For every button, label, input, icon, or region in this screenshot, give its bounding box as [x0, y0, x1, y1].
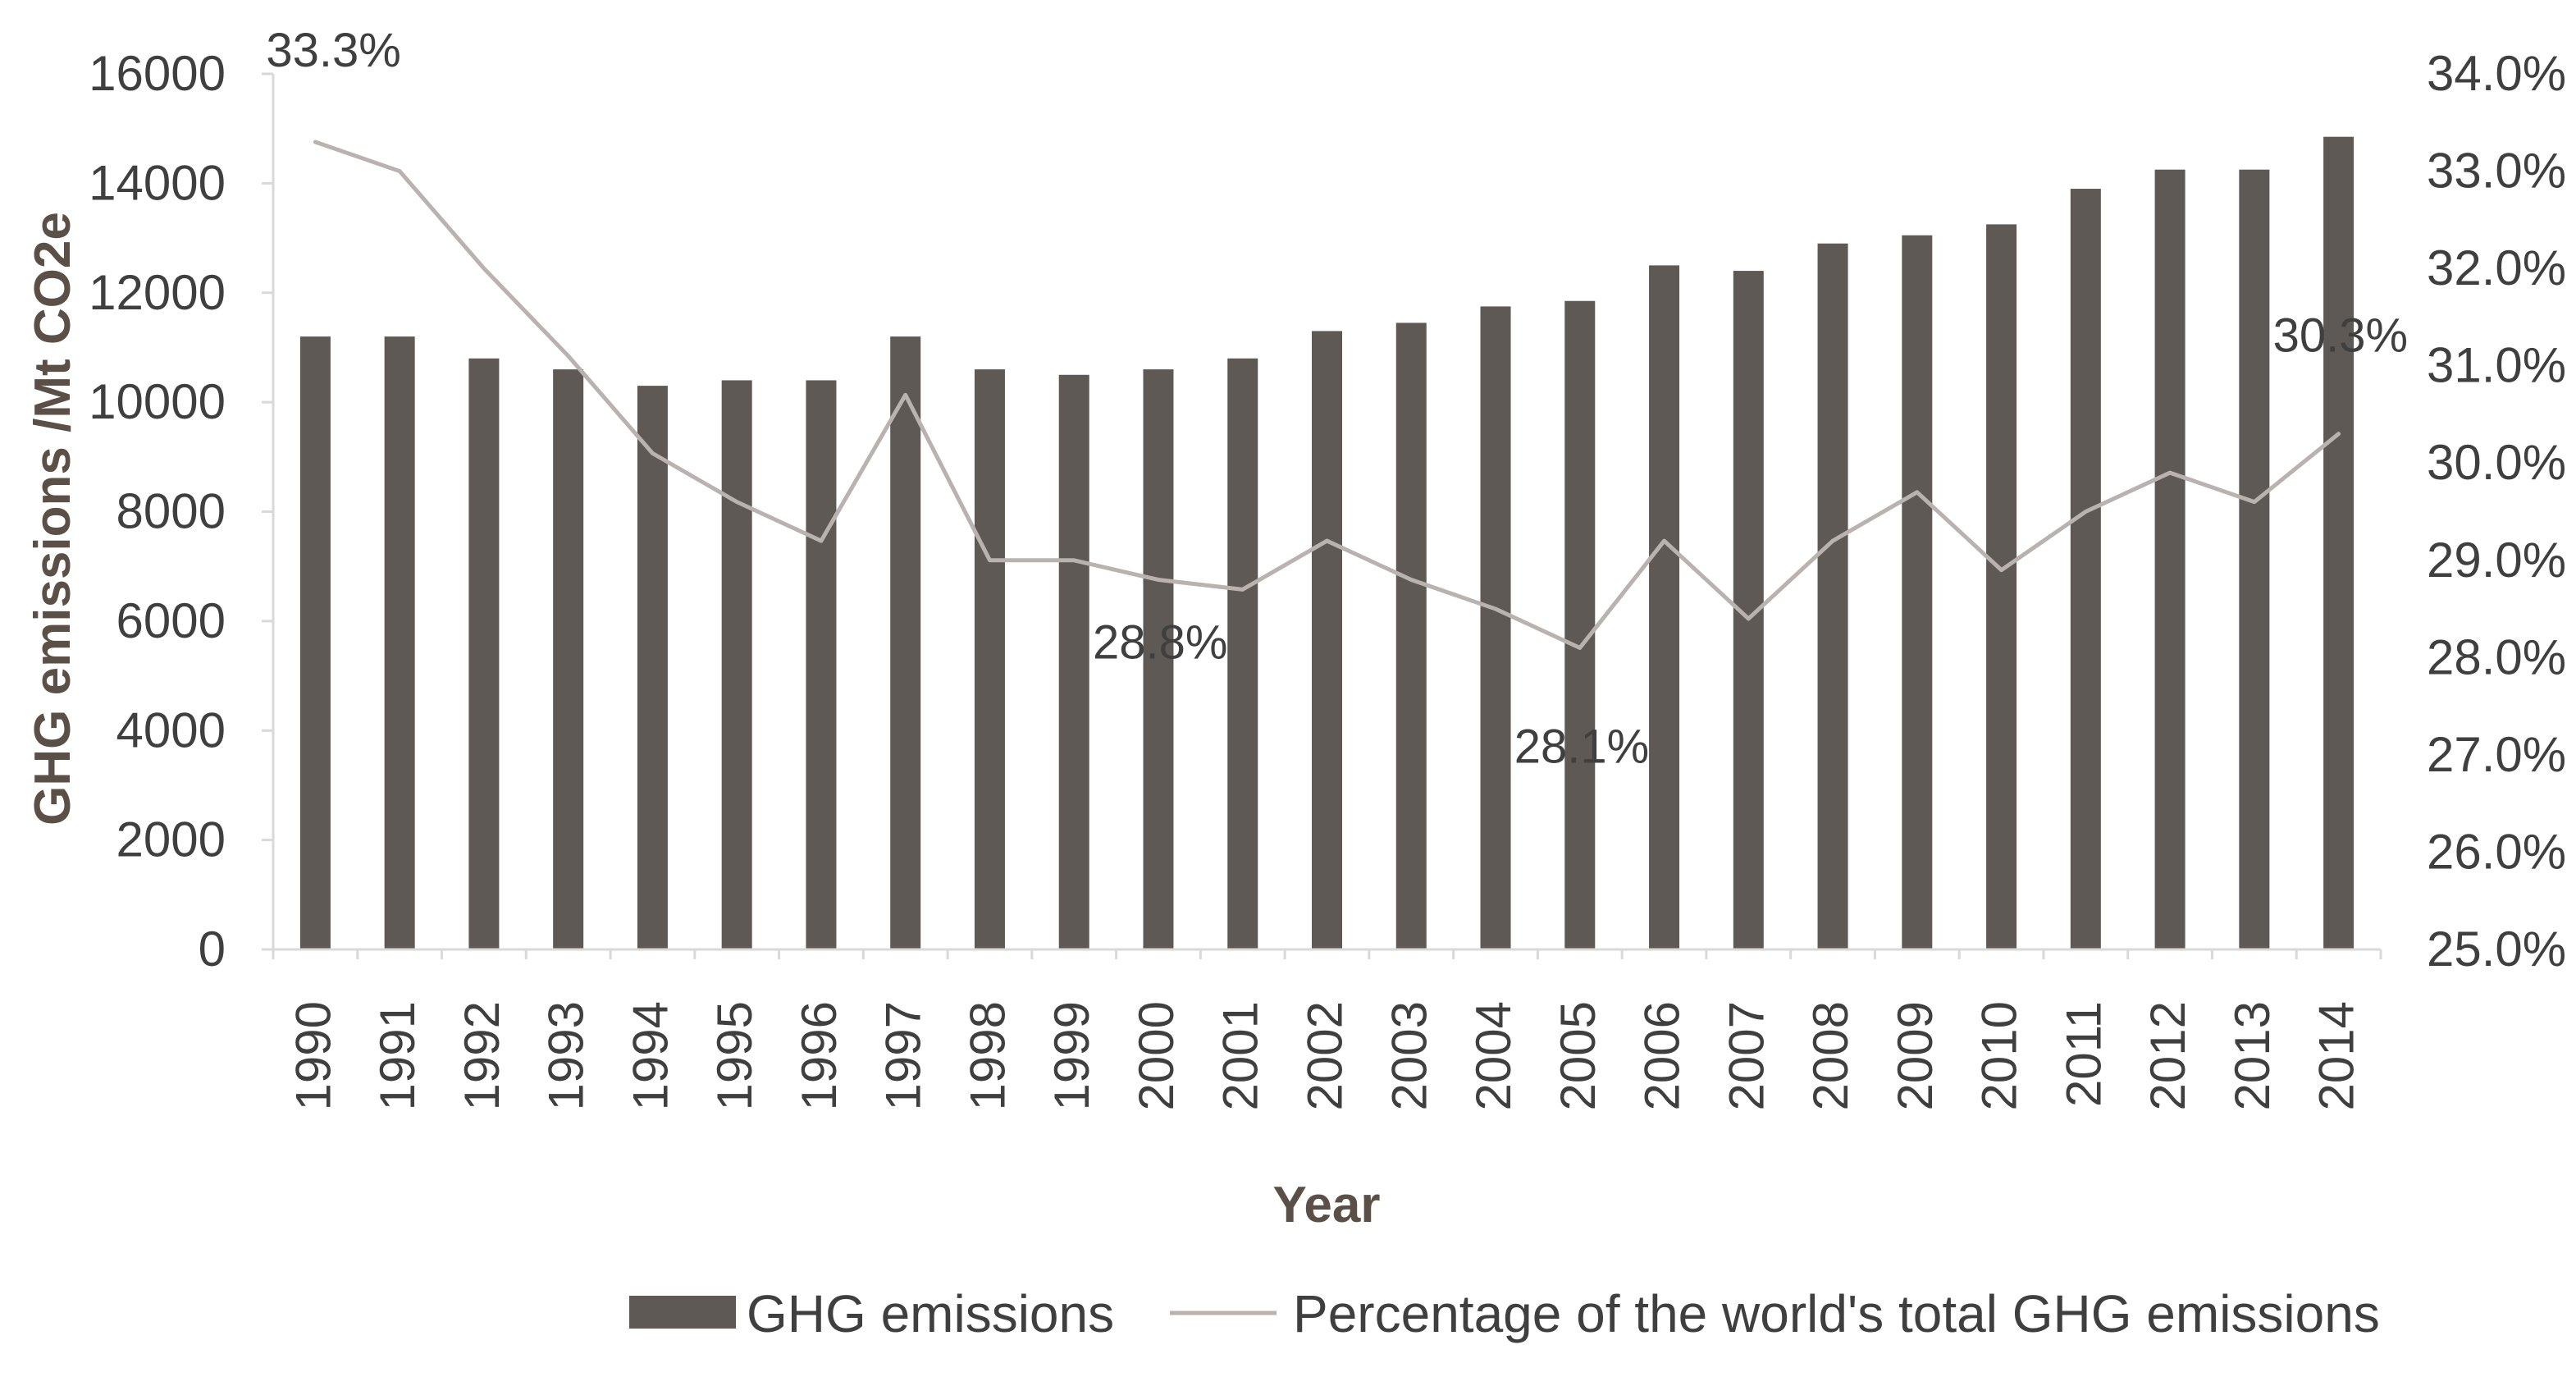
bar-2001 [1227, 358, 1258, 949]
bar-1990 [299, 336, 331, 950]
bar-1991 [384, 336, 415, 950]
x-tick-label: 1992 [454, 1001, 509, 1110]
axes-layer: 0 2000 4000 6000 8000 10000 12000 14000 16000 25.… [25, 46, 2566, 1233]
x-tick-label: 1996 [792, 1001, 847, 1110]
x-tick-label: 2008 [1803, 1001, 1858, 1110]
y-tick-label: 4000 [116, 702, 226, 757]
x-tick-label: 2011 [2056, 1001, 2111, 1107]
x-tick-label: 2013 [2225, 1001, 2280, 1110]
bar-2000 [1143, 369, 1174, 949]
bar-2010 [1986, 224, 2017, 949]
y-tick-label: 0 [199, 922, 226, 977]
legend-bar-swatch [629, 1296, 736, 1329]
labels-layer: 33.3% 28.8% 28.1% 30.3% [266, 24, 2408, 773]
y-tick-label: 8000 [116, 484, 226, 539]
y2-tick-label: 28.0% [2427, 629, 2566, 684]
x-tick-label: 1993 [539, 1001, 594, 1110]
x-tick-label: 1990 [285, 1001, 340, 1110]
x-tick-label: 1999 [1044, 1001, 1099, 1110]
data-label-28.8%: 28.8% [1093, 615, 1227, 669]
bar-2011 [2070, 189, 2101, 949]
x-tick-label: 2006 [1635, 1001, 1690, 1110]
x-tick-label: 1998 [960, 1001, 1015, 1110]
x-tick-label: 2002 [1298, 1001, 1353, 1110]
data-label-28.1%: 28.1% [1514, 720, 1649, 773]
x-tick-label: 1991 [370, 1001, 425, 1110]
bar-2002 [1312, 331, 1342, 949]
y2-tick-label: 31.0% [2427, 338, 2566, 393]
y2-tick-label: 34.0% [2427, 46, 2566, 101]
y-tick-label: 10000 [89, 374, 226, 429]
data-label-33.3%: 33.3% [266, 24, 400, 77]
x-tick-label: 2009 [1888, 1001, 1943, 1110]
bar-2013 [2239, 169, 2270, 949]
bar-1996 [806, 380, 837, 949]
y-tick-label: 6000 [116, 593, 226, 648]
bar-2014 [2323, 136, 2354, 950]
x-tick-label: 2004 [1466, 1001, 1521, 1110]
y-tick-label: 16000 [89, 46, 226, 101]
bar-1998 [974, 369, 1005, 949]
y2-tick-label: 32.0% [2427, 240, 2566, 295]
x-tick-label: 2012 [2140, 1001, 2195, 1110]
bar-1992 [468, 358, 500, 949]
x-tick-label: 2014 [2309, 1001, 2364, 1110]
y2-tick-label: 33.0% [2427, 144, 2566, 199]
x-axis-title: Year [1272, 1177, 1380, 1233]
bar-2004 [1480, 306, 1511, 949]
x-tick-label: 2003 [1382, 1001, 1436, 1110]
x-tick-label: 2007 [1719, 1001, 1774, 1110]
bar-2012 [2154, 169, 2185, 949]
y-tick-label: 12000 [89, 265, 226, 320]
x-tick-label: 2010 [1972, 1001, 2027, 1110]
bar-1999 [1058, 374, 1089, 949]
legend-line-label: Percentage of the world's total GHG emis… [1293, 1284, 2380, 1343]
y2-tick-label: 27.0% [2427, 727, 2566, 782]
y2-tick-label: 29.0% [2427, 533, 2566, 588]
bar-1993 [553, 369, 584, 949]
x-tick-label: 2000 [1129, 1001, 1184, 1110]
bar-1995 [721, 380, 752, 949]
y2-tick-label: 25.0% [2427, 922, 2566, 977]
x-tick-label: 2005 [1551, 1001, 1605, 1110]
legend-bar-label: GHG emissions [747, 1284, 1114, 1343]
legend-layer: GHG emissions Percentage of the world's t… [629, 1284, 2380, 1343]
line-layer [313, 140, 2341, 650]
y-axis-title: GHG emissions /Mt CO2e [25, 212, 81, 826]
y2-tick-label: 26.0% [2427, 824, 2566, 879]
y-tick-label: 14000 [89, 155, 226, 210]
percentage-line [313, 140, 2341, 650]
bar-2005 [1564, 300, 1596, 949]
bar-2009 [1902, 235, 1933, 949]
x-tick-label: 1997 [876, 1001, 931, 1110]
bar-1997 [890, 336, 921, 950]
bar-2003 [1395, 322, 1427, 950]
y2-tick-label: 30.0% [2427, 435, 2566, 490]
data-label-30.3%: 30.3% [2273, 309, 2408, 363]
x-tick-label: 2001 [1213, 1001, 1268, 1110]
bar-2006 [1649, 265, 1680, 949]
bar-1994 [637, 386, 668, 949]
x-tick-label: 1995 [707, 1001, 762, 1110]
x-tick-label: 1994 [623, 1001, 678, 1110]
bar-2008 [1817, 243, 1848, 949]
y-tick-label: 2000 [116, 812, 226, 867]
bars-layer [299, 136, 2354, 950]
